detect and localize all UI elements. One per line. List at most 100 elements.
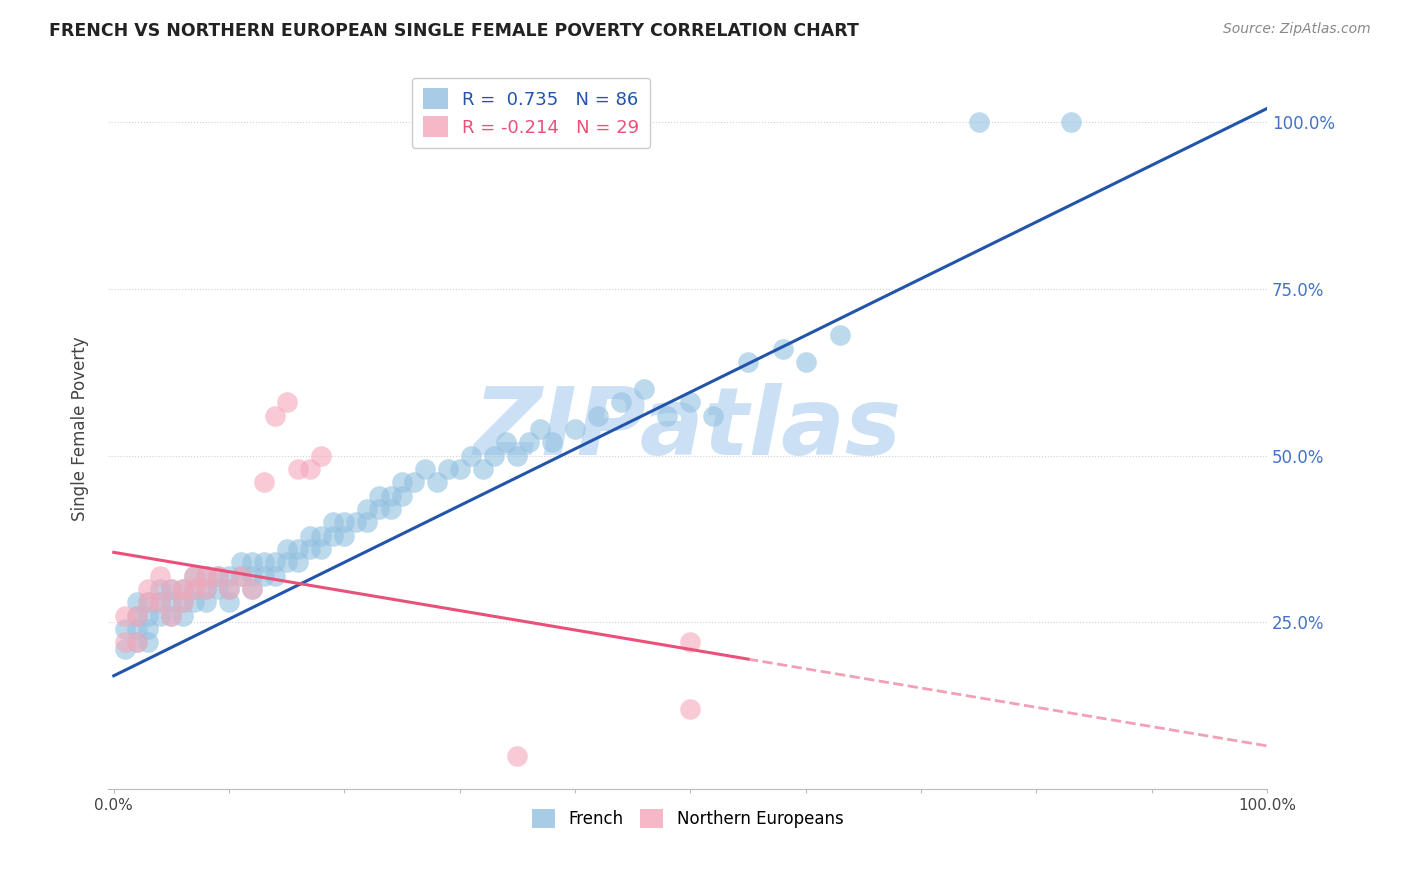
Northern Europeans <box>138 582 160 596</box>
French <box>564 422 586 436</box>
French <box>322 516 344 530</box>
French <box>195 568 218 582</box>
French <box>356 502 378 516</box>
Northern Europeans <box>264 409 287 423</box>
French <box>240 568 263 582</box>
French <box>138 595 160 609</box>
French <box>160 582 183 596</box>
French <box>967 115 990 129</box>
Northern Europeans <box>679 635 702 649</box>
Northern Europeans <box>172 595 194 609</box>
French <box>830 328 852 343</box>
Northern Europeans <box>183 568 205 582</box>
French <box>471 462 494 476</box>
Text: FRENCH VS NORTHERN EUROPEAN SINGLE FEMALE POVERTY CORRELATION CHART: FRENCH VS NORTHERN EUROPEAN SINGLE FEMAL… <box>49 22 859 40</box>
French <box>183 582 205 596</box>
French <box>229 555 252 569</box>
Northern Europeans <box>287 462 309 476</box>
Northern Europeans <box>138 595 160 609</box>
Text: ZIPatlas: ZIPatlas <box>474 383 901 475</box>
Northern Europeans <box>149 568 172 582</box>
French <box>287 541 309 556</box>
French <box>380 502 402 516</box>
French <box>356 516 378 530</box>
French <box>218 582 240 596</box>
French <box>679 395 702 409</box>
French <box>138 635 160 649</box>
Y-axis label: Single Female Poverty: Single Female Poverty <box>72 336 89 521</box>
French <box>218 568 240 582</box>
French <box>264 555 287 569</box>
French <box>114 642 136 657</box>
Northern Europeans <box>160 608 183 623</box>
French <box>333 528 356 542</box>
French <box>449 462 471 476</box>
French <box>1060 115 1083 129</box>
French <box>391 489 413 503</box>
Legend: French, Northern Europeans: French, Northern Europeans <box>524 803 851 835</box>
Northern Europeans <box>114 635 136 649</box>
French <box>218 595 240 609</box>
French <box>240 555 263 569</box>
French <box>529 422 551 436</box>
French <box>484 449 506 463</box>
French <box>264 568 287 582</box>
Northern Europeans <box>183 582 205 596</box>
French <box>138 608 160 623</box>
French <box>344 516 367 530</box>
Northern Europeans <box>506 748 529 763</box>
French <box>195 582 218 596</box>
French <box>413 462 436 476</box>
French <box>183 595 205 609</box>
Northern Europeans <box>125 635 148 649</box>
Northern Europeans <box>229 568 252 582</box>
French <box>114 622 136 636</box>
Northern Europeans <box>195 568 218 582</box>
French <box>125 635 148 649</box>
French <box>183 568 205 582</box>
French <box>287 555 309 569</box>
French <box>207 568 229 582</box>
Northern Europeans <box>276 395 298 409</box>
French <box>368 502 391 516</box>
French <box>380 489 402 503</box>
French <box>633 382 655 396</box>
Northern Europeans <box>298 462 321 476</box>
French <box>495 435 517 450</box>
French <box>460 449 482 463</box>
French <box>138 622 160 636</box>
French <box>298 528 321 542</box>
French <box>253 555 276 569</box>
Northern Europeans <box>160 582 183 596</box>
French <box>253 568 276 582</box>
Northern Europeans <box>253 475 276 490</box>
French <box>160 608 183 623</box>
French <box>125 595 148 609</box>
French <box>402 475 425 490</box>
French <box>517 435 540 450</box>
French <box>541 435 564 450</box>
Northern Europeans <box>311 449 333 463</box>
French <box>391 475 413 490</box>
Northern Europeans <box>195 582 218 596</box>
French <box>240 582 263 596</box>
French <box>149 608 172 623</box>
Northern Europeans <box>125 608 148 623</box>
French <box>657 409 679 423</box>
French <box>702 409 724 423</box>
French <box>586 409 609 423</box>
Text: Source: ZipAtlas.com: Source: ZipAtlas.com <box>1223 22 1371 37</box>
French <box>125 622 148 636</box>
Northern Europeans <box>114 608 136 623</box>
French <box>772 342 794 356</box>
French <box>125 608 148 623</box>
Northern Europeans <box>240 582 263 596</box>
French <box>160 595 183 609</box>
Northern Europeans <box>207 568 229 582</box>
French <box>149 595 172 609</box>
French <box>229 568 252 582</box>
French <box>172 582 194 596</box>
French <box>322 528 344 542</box>
French <box>437 462 460 476</box>
French <box>333 516 356 530</box>
